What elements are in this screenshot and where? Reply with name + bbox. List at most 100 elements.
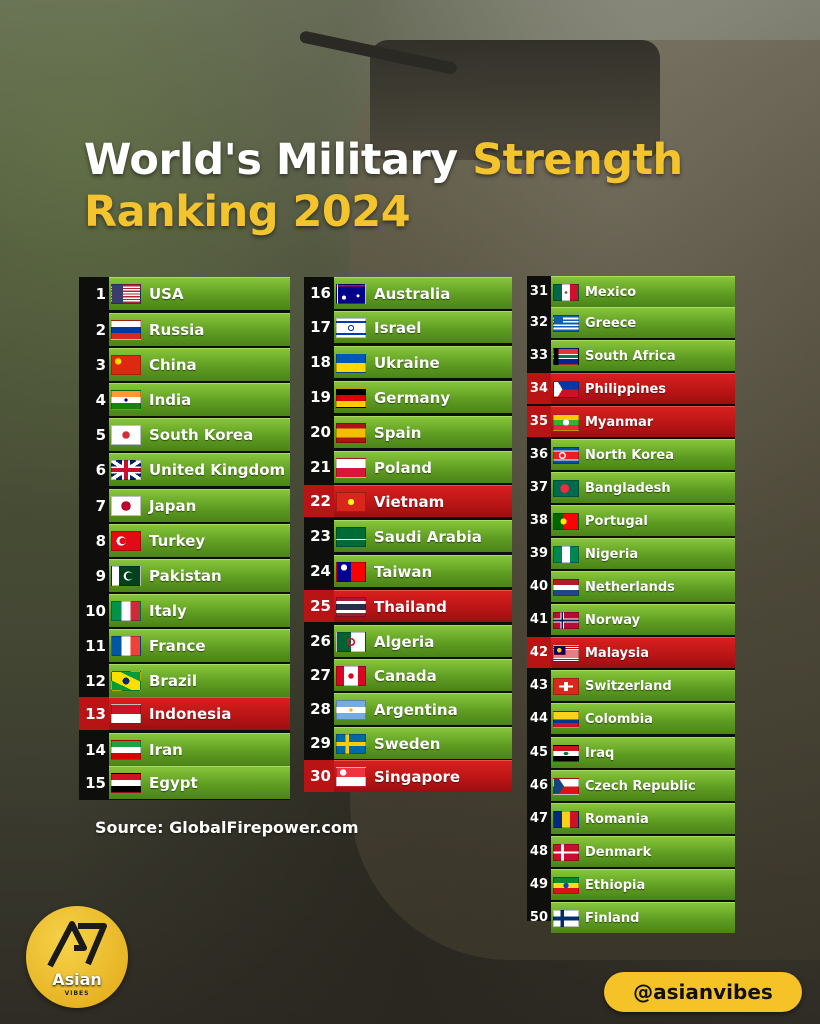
- rank-cell: Singapore: [334, 760, 512, 792]
- rank-row-ukraine: 18 Ukraine: [304, 346, 512, 378]
- rank-cell: Malaysia: [551, 637, 735, 668]
- rank-number: 44: [529, 711, 548, 726]
- rank-cell: South Korea: [109, 418, 290, 451]
- rank-number: 47: [529, 811, 548, 826]
- rank-number: 10: [85, 601, 106, 620]
- turkey-flag-icon: [111, 531, 141, 551]
- germany-flag-icon: [336, 387, 366, 408]
- rank-number: 30: [310, 767, 331, 785]
- country-name: France: [149, 637, 206, 655]
- usa-flag-icon: [111, 284, 141, 304]
- rank-row-denmark: 48 Denmark: [527, 836, 735, 867]
- rank-number: 33: [529, 348, 548, 363]
- rank-number: 27: [310, 666, 331, 684]
- country-name: Egypt: [149, 774, 198, 792]
- rank-number: 1: [95, 284, 106, 303]
- rank-row-portugal: 38 Portugal: [527, 505, 735, 536]
- country-name: Switzerland: [585, 678, 672, 694]
- rank-number: 25: [310, 597, 331, 615]
- china-flag-icon: [111, 355, 141, 375]
- rank-row-mexico: 31 Mexico: [527, 276, 735, 307]
- spain-flag-icon: [336, 422, 366, 443]
- rank-number: 38: [529, 513, 548, 528]
- greece-flag-icon: [553, 314, 579, 332]
- south-africa-flag-icon: [553, 347, 579, 365]
- rank-number: 34: [529, 381, 548, 396]
- rank-row-united-kingdom: 6 United Kingdom: [79, 453, 290, 486]
- rank-number: 19: [310, 388, 331, 406]
- page-title: World's Military Strength Ranking 2024: [84, 134, 683, 238]
- saudi-arabia-flag-icon: [336, 526, 366, 547]
- rank-row-nigeria: 39 Nigeria: [527, 538, 735, 569]
- rank-cell: Germany: [334, 381, 512, 413]
- rank-row-saudi-arabia: 23 Saudi Arabia: [304, 520, 512, 552]
- rank-number: 45: [529, 745, 548, 760]
- pakistan-flag-icon: [111, 566, 141, 586]
- rank-cell: Poland: [334, 451, 512, 483]
- country-name: Iraq: [585, 745, 615, 761]
- myanmar-flag-icon: [553, 413, 579, 431]
- rank-row-malaysia: 42 Malaysia: [527, 637, 735, 668]
- country-name: Ethiopia: [585, 877, 646, 893]
- rank-row-thailand: 25 Thailand: [304, 590, 512, 622]
- country-name: India: [149, 391, 192, 409]
- rank-cell: South Africa: [551, 340, 735, 371]
- ranking-column-1: 1 USA 2 Russia 3 China 4 India 5 South Korea 6 Unit…: [79, 277, 290, 800]
- singapore-flag-icon: [336, 766, 366, 787]
- rank-row-iraq: 45 Iraq: [527, 737, 735, 768]
- rank-cell: Myanmar: [551, 406, 735, 437]
- country-name: United Kingdom: [149, 461, 286, 479]
- rank-row-china: 3 China: [79, 348, 290, 381]
- ranking-column-2: 16 Australia 17 Israel 18 Ukraine 19 Germany 20 S…: [304, 277, 512, 792]
- rank-row-canada: 27 Canada: [304, 659, 512, 691]
- rank-number: 15: [85, 773, 106, 792]
- algeria-flag-icon: [336, 631, 366, 652]
- rank-row-france: 11 France: [79, 629, 290, 662]
- rank-cell: Russia: [109, 313, 290, 346]
- rank-number: 14: [85, 740, 106, 759]
- country-name: Pakistan: [149, 567, 222, 585]
- nigeria-flag-icon: [553, 545, 579, 563]
- country-name: Czech Republic: [585, 778, 696, 794]
- rank-cell: India: [109, 383, 290, 416]
- netherlands-flag-icon: [553, 578, 579, 596]
- country-name: Finland: [585, 910, 640, 926]
- philippines-flag-icon: [553, 380, 579, 398]
- rank-cell: Indonesia: [109, 697, 290, 730]
- russia-flag-icon: [111, 320, 141, 340]
- rank-cell: Philippines: [551, 373, 735, 404]
- rank-cell: Colombia: [551, 703, 735, 734]
- country-name: Philippines: [585, 381, 667, 397]
- rank-number: 35: [529, 414, 548, 429]
- rank-row-brazil: 12 Brazil: [79, 664, 290, 697]
- ranking-column-3: 31 Mexico 32 Greece 33 South Africa 34 Philippi…: [527, 276, 735, 933]
- rank-cell: Nigeria: [551, 538, 735, 569]
- country-name: Poland: [374, 458, 432, 477]
- rank-cell: France: [109, 629, 290, 662]
- rank-number: 42: [529, 645, 548, 660]
- rank-number: 5: [95, 425, 106, 444]
- rank-number: 6: [95, 460, 106, 479]
- sweden-flag-icon: [336, 733, 366, 754]
- rank-row-iran: 14 Iran: [79, 733, 290, 766]
- thailand-flag-icon: [336, 596, 366, 617]
- rank-cell: Iran: [109, 733, 290, 766]
- rank-row-indonesia: 13 Indonesia: [79, 697, 290, 730]
- rank-number: 28: [310, 700, 331, 718]
- country-name: Mexico: [585, 284, 637, 300]
- rank-row-taiwan: 24 Taiwan: [304, 555, 512, 587]
- social-handle-badge[interactable]: @asianvibes: [604, 972, 802, 1012]
- rank-row-poland: 21 Poland: [304, 451, 512, 483]
- united-kingdom-flag-icon: [111, 460, 141, 480]
- rank-number: 37: [529, 480, 548, 495]
- north-korea-flag-icon: [553, 446, 579, 464]
- taiwan-flag-icon: [336, 561, 366, 582]
- rank-number: 29: [310, 734, 331, 752]
- country-name: Indonesia: [149, 705, 232, 723]
- rank-cell: Vietnam: [334, 485, 512, 517]
- rank-row-myanmar: 35 Myanmar: [527, 406, 735, 437]
- rank-number: 23: [310, 527, 331, 545]
- rank-cell: Thailand: [334, 590, 512, 622]
- country-name: Spain: [374, 423, 422, 442]
- rank-cell: Portugal: [551, 505, 735, 536]
